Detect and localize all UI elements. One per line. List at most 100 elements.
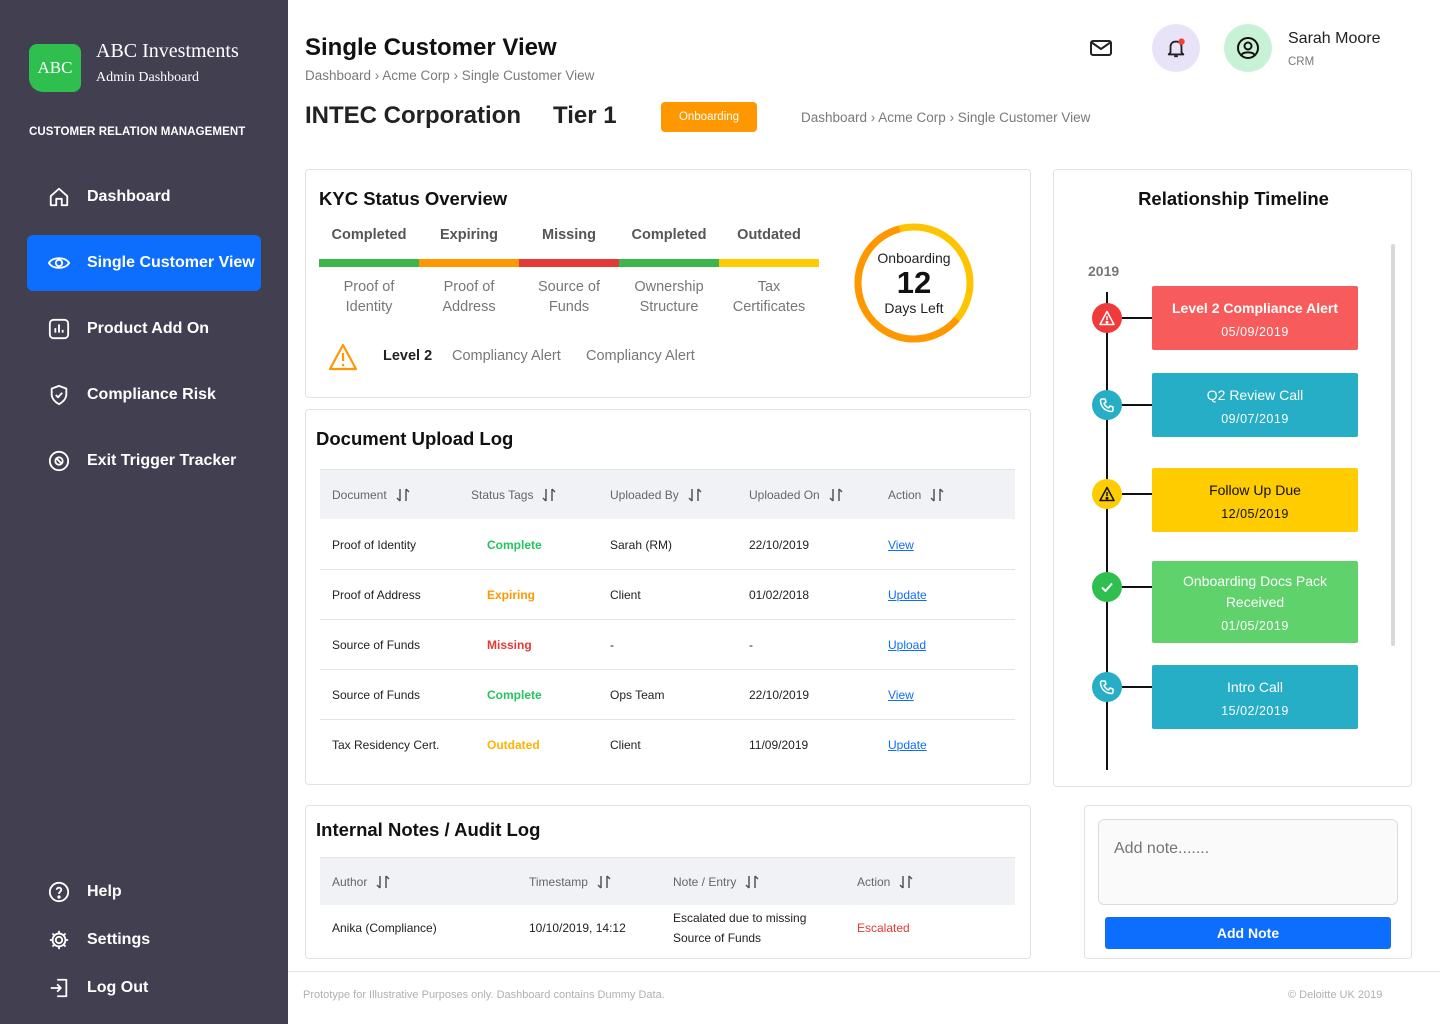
document-table-header: Document Status Tags Uploaded By Uploade… xyxy=(320,469,1015,519)
timeline-event-card[interactable]: Onboarding Docs Pack Received 01/05/2019 xyxy=(1152,561,1358,643)
sidebar-item-product-add-on[interactable]: Product Add On xyxy=(27,301,261,357)
sidebar-item-label: Log Out xyxy=(87,979,149,996)
timeline-connector xyxy=(1122,586,1152,588)
cell-author: Anika (Compliance) xyxy=(332,921,437,935)
column-header-uploaded-on[interactable]: Uploaded On xyxy=(749,470,844,520)
cell-status-tag: Complete xyxy=(487,538,542,552)
cell-status-tag: Missing xyxy=(487,638,532,652)
column-header-document[interactable]: Document xyxy=(332,470,411,520)
kyc-status-bar xyxy=(519,259,619,267)
logout-icon xyxy=(47,976,71,1000)
timeline-event-date: 05/09/2019 xyxy=(1221,324,1289,339)
sort-icon[interactable] xyxy=(744,874,760,890)
breadcrumb-secondary[interactable]: Dashboard › Acme Corp › Single Customer … xyxy=(801,110,1091,125)
timeline-event-title: Onboarding Docs Pack Received xyxy=(1183,573,1327,610)
sidebar-item-dashboard[interactable]: Dashboard xyxy=(27,169,261,225)
cell-document: Source of Funds xyxy=(332,688,421,702)
cell-status-tag: Outdated xyxy=(487,738,540,752)
update-link[interactable]: Update xyxy=(888,588,927,602)
column-header-uploaded-by[interactable]: Uploaded By xyxy=(610,470,703,520)
timeline-event-title: Q2 Review Call xyxy=(1206,386,1304,403)
sidebar-item-compliance-risk[interactable]: Compliance Risk xyxy=(27,367,261,423)
footer-disclaimer: Prototype for Illustrative Purposes only… xyxy=(303,989,665,1001)
view-link[interactable]: View xyxy=(888,688,914,702)
cell-action: Update xyxy=(888,720,927,770)
cell-uploaded-by: - xyxy=(610,638,614,652)
sort-icon[interactable] xyxy=(687,487,703,503)
timeline-node xyxy=(1092,479,1122,509)
timeline-event-card[interactable]: Q2 Review Call 09/07/2019 xyxy=(1152,373,1358,437)
sort-icon[interactable] xyxy=(395,487,411,503)
timeline-event-title: Level 2 Compliance Alert xyxy=(1172,299,1338,316)
warning-icon xyxy=(1099,486,1115,502)
column-header-action[interactable]: Action xyxy=(888,470,945,520)
add-note-button[interactable]: Add Note xyxy=(1105,917,1391,949)
help-icon xyxy=(47,880,71,904)
cell-uploaded-by: Ops Team xyxy=(610,688,665,702)
sidebar-item-single-customer-view[interactable]: Single Customer View xyxy=(27,235,261,291)
sidebar-item-help[interactable]: Help xyxy=(27,864,261,920)
days-left-label: Days Left xyxy=(884,300,944,316)
table-row: Source of Funds Complete Ops Team 22/10/… xyxy=(320,670,1015,720)
timeline-year: 2019 xyxy=(1088,263,1120,279)
sidebar: ABC ABC Investments Admin Dashboard CUST… xyxy=(0,0,288,1024)
notes-title: Internal Notes / Audit Log xyxy=(316,819,541,840)
sort-icon[interactable] xyxy=(828,487,844,503)
phone-icon xyxy=(1099,680,1114,695)
timeline-event-card[interactable]: Intro Call 15/02/2019 xyxy=(1152,665,1358,729)
bell-icon xyxy=(1167,38,1185,58)
cell-uploaded-by: Sarah (RM) xyxy=(610,538,673,552)
cell-note: Escalated due to missing Source of Funds xyxy=(673,911,807,945)
kyc-status-bar xyxy=(619,259,719,267)
sidebar-item-settings[interactable]: Settings xyxy=(27,912,261,968)
column-header-status[interactable]: Status Tags xyxy=(471,470,557,520)
sidebar-item-exit-trigger-tracker[interactable]: Exit Trigger Tracker xyxy=(27,433,261,489)
warning-icon xyxy=(328,343,358,371)
sidebar-item-label: Compliance Risk xyxy=(87,386,216,403)
mail-icon[interactable] xyxy=(1088,36,1114,60)
column-header-timestamp[interactable]: Timestamp xyxy=(529,858,612,906)
cell-action: Update xyxy=(888,570,927,620)
kyc-status-label: Completed xyxy=(331,227,407,243)
sidebar-item-label: Product Add On xyxy=(87,320,210,337)
sidebar-item-label: Settings xyxy=(87,931,151,948)
notifications-button[interactable] xyxy=(1152,24,1200,72)
note-input[interactable] xyxy=(1098,819,1398,905)
cell-uploaded-by: Client xyxy=(610,738,641,752)
footer-copyright: © Deloitte UK 2019 xyxy=(1288,989,1383,1001)
column-header-action[interactable]: Action xyxy=(857,858,914,906)
cell-uploaded-by: Client xyxy=(610,588,641,602)
sidebar-item-log-out[interactable]: Log Out xyxy=(27,960,261,1016)
cell-uploaded-on: 01/02/2018 xyxy=(749,588,810,602)
timeline-node xyxy=(1092,390,1122,420)
exit-tracker-icon xyxy=(47,449,71,473)
gear-icon xyxy=(47,928,71,952)
kyc-document-label: Source of Funds xyxy=(537,279,601,315)
kyc-document-label: Ownership Structure xyxy=(634,279,704,315)
sort-icon[interactable] xyxy=(596,874,612,890)
timeline-scrollbar[interactable] xyxy=(1391,244,1395,646)
view-link[interactable]: View xyxy=(888,538,914,552)
column-header-author[interactable]: Author xyxy=(332,858,391,906)
timeline-connector xyxy=(1122,686,1152,688)
upload-link[interactable]: Upload xyxy=(888,638,927,652)
kyc-item-proof-of-identity: Completed Proof of Identity xyxy=(319,227,419,317)
column-header-note[interactable]: Note / Entry xyxy=(673,858,760,906)
kyc-status-label: Outdated xyxy=(737,227,801,243)
sort-icon[interactable] xyxy=(375,874,391,890)
table-row: Tax Residency Cert. Outdated Client 11/0… xyxy=(320,720,1015,770)
days-left-value: 12 xyxy=(896,265,932,300)
sort-icon[interactable] xyxy=(929,487,945,503)
check-icon xyxy=(1101,582,1113,592)
brand-logo[interactable]: ABC xyxy=(29,44,81,92)
update-link[interactable]: Update xyxy=(888,738,927,752)
breadcrumb[interactable]: Dashboard › Acme Corp › Single Customer … xyxy=(305,68,595,83)
sort-icon[interactable] xyxy=(898,874,914,890)
timeline-event-date: 15/02/2019 xyxy=(1221,703,1289,718)
sort-icon[interactable] xyxy=(541,487,557,503)
timeline-node xyxy=(1092,572,1122,602)
timeline-event-card[interactable]: Level 2 Compliance Alert 05/09/2019 xyxy=(1152,286,1358,350)
timeline-event-card[interactable]: Follow Up Due 12/05/2019 xyxy=(1152,468,1358,532)
shield-check-icon xyxy=(47,383,71,407)
avatar[interactable] xyxy=(1224,24,1272,72)
